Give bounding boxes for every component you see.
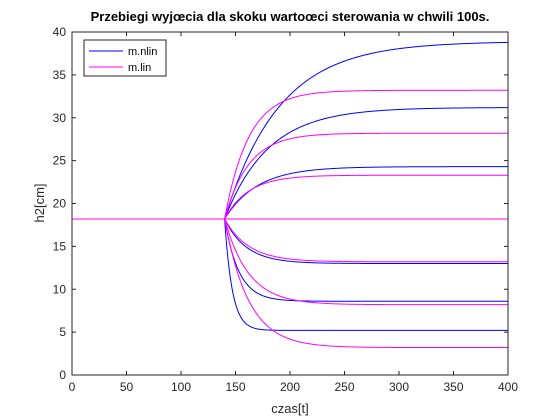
axes-layer: 0 50 100 150 200 250 300 350 400 0 5 10 15 20 25 30 35 40 [53, 25, 519, 394]
legend-label-nlin: m.nlin [128, 46, 157, 58]
legend-label-lin: m.lin [128, 62, 151, 74]
chart-title: Przebiegi wyjœcia dla skoku wartoœci ste… [91, 9, 490, 24]
series-layer [72, 41, 509, 349]
x-tick-label: 250 [334, 380, 354, 394]
y-tick-label: 35 [53, 68, 67, 82]
y-tick-label: 0 [59, 368, 66, 382]
y-tick-label: 15 [53, 239, 67, 253]
y-tick-label: 30 [53, 111, 67, 125]
x-tick-label: 0 [69, 380, 76, 394]
x-tick-label: 100 [171, 380, 191, 394]
x-tick-label: 200 [280, 380, 300, 394]
y-axis-label: h2[cm] [32, 183, 47, 222]
y-tick-label: 5 [59, 325, 66, 339]
legend: m.nlin m.lin [83, 39, 167, 77]
x-axis-label: czas[t] [271, 401, 309, 416]
legend-box [83, 39, 167, 77]
x-tick-label: 350 [443, 380, 463, 394]
x-tick-label: 400 [498, 380, 518, 394]
y-tick-label: 10 [53, 282, 67, 296]
x-tick-label: 300 [389, 380, 409, 394]
y-tick-label: 20 [53, 197, 67, 211]
y-tick-label: 40 [53, 25, 67, 39]
series-line-lin-6 [72, 218, 508, 349]
plot-area [72, 32, 508, 375]
x-tick-label: 50 [120, 380, 134, 394]
y-tick-label: 25 [53, 154, 67, 168]
x-tick-label: 150 [225, 380, 245, 394]
